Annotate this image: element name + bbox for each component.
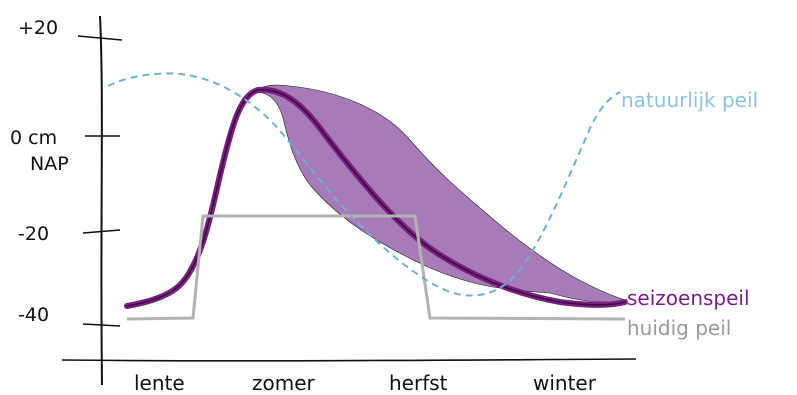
- y-label-minus20: -20: [18, 223, 49, 245]
- natural-level-line: [107, 72, 621, 297]
- y-label-0cm: 0 cm: [10, 127, 57, 149]
- x-axis: [61, 358, 637, 362]
- season-label-zomer: zomer: [252, 371, 316, 395]
- y-label-nap: NAP: [30, 153, 69, 175]
- season-label-lente: lente: [134, 371, 185, 395]
- y-label-minus40: -40: [18, 304, 49, 326]
- tick-minus40: [82, 323, 121, 327]
- y-axis: [99, 15, 103, 386]
- legend-natural: natuurlijk peil: [621, 88, 758, 112]
- current-level-line: [126, 214, 626, 321]
- season-label-winter: winter: [533, 371, 597, 395]
- season-label-herfst: herfst: [389, 371, 448, 395]
- y-label-plus20: +20: [18, 17, 58, 39]
- legend-current: huidig peil: [627, 316, 731, 340]
- legend-seasonal: seizoenspeil: [627, 286, 750, 310]
- tick-minus20: [82, 229, 121, 234]
- tick-plus20: [77, 35, 123, 41]
- seasonal-level-line-core: [126, 89, 626, 307]
